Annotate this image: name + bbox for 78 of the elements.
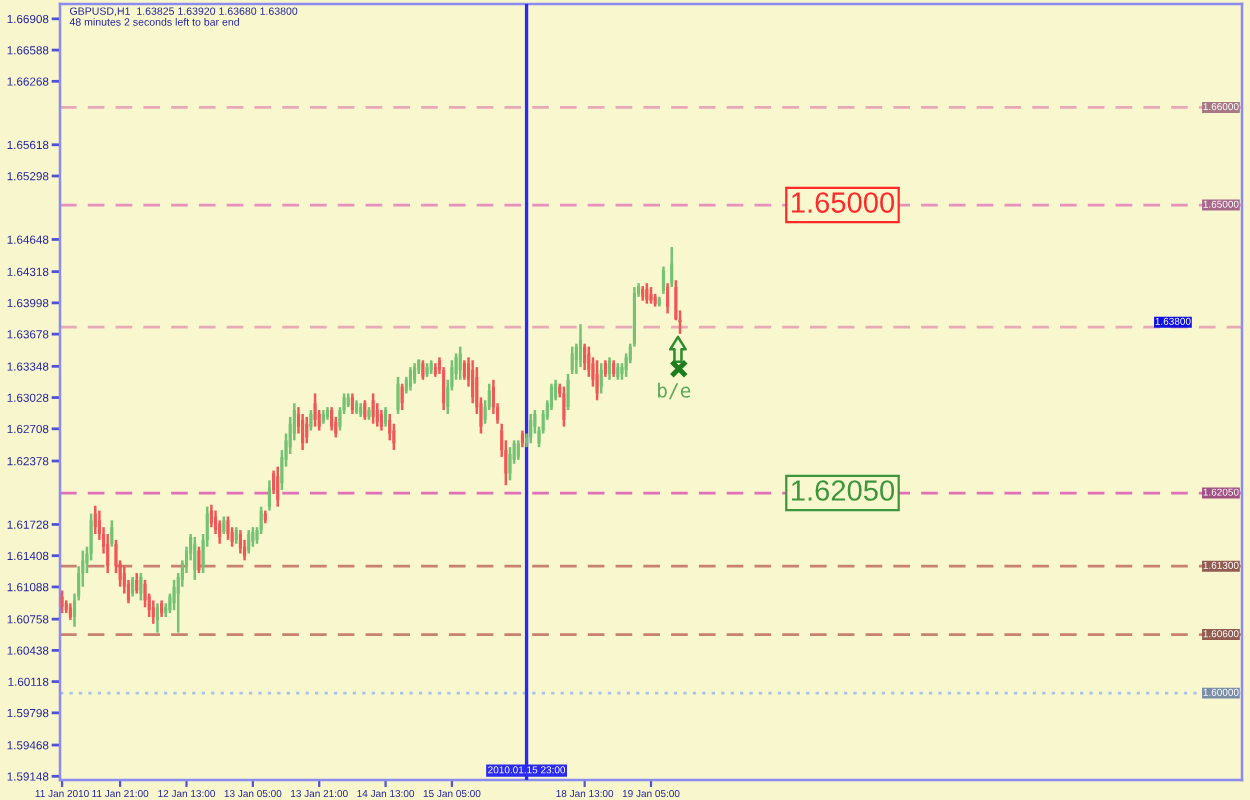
candlestick (396, 375, 400, 416)
candlestick (143, 578, 147, 609)
candlestick (462, 359, 466, 382)
candlestick (421, 359, 425, 382)
candlestick (131, 575, 135, 598)
candlestick (155, 602, 160, 634)
candlestick (529, 412, 533, 445)
candlestick (653, 292, 657, 308)
candlestick (309, 408, 313, 432)
candlestick (607, 356, 612, 382)
candlestick (620, 361, 624, 382)
candlestick (425, 361, 429, 379)
candlestick (458, 345, 462, 382)
candlestick (645, 281, 649, 305)
candlestick (413, 361, 417, 385)
candlestick (238, 528, 242, 555)
candlestick (388, 412, 392, 442)
candlestick (549, 382, 554, 412)
candlestick (267, 479, 271, 512)
candlestick (330, 405, 334, 432)
candlestick (363, 399, 367, 422)
candlestick (599, 361, 603, 395)
candlestick (616, 361, 620, 382)
candlestick (247, 528, 251, 555)
candlestick (209, 503, 213, 529)
candlestick (587, 345, 591, 379)
candlestick (276, 465, 280, 508)
candlestick (371, 392, 375, 425)
candlestick (135, 571, 139, 595)
candlestick (624, 352, 628, 379)
candlestick (661, 265, 665, 296)
annotation: b/e (658, 382, 691, 400)
candlestick (578, 322, 583, 369)
candlestick (350, 392, 354, 416)
annotation: 1.65000 (792, 192, 895, 213)
candlestick (222, 515, 226, 536)
candlestick (251, 525, 255, 548)
candlestick (305, 415, 309, 445)
candlestick (595, 359, 599, 402)
candlestick (562, 385, 566, 428)
candlestick (64, 599, 68, 615)
candlestick (259, 505, 263, 536)
candlestick (151, 599, 155, 626)
candlestick (60, 589, 64, 615)
candlestick (213, 509, 218, 536)
candlestick (400, 382, 404, 412)
candlestick (516, 439, 520, 462)
candlestick (570, 345, 574, 376)
candlestick (139, 571, 143, 602)
annotation: 1.62050 (792, 480, 895, 501)
candlestick (566, 372, 570, 412)
candlestick (106, 532, 110, 575)
candlestick (334, 415, 338, 439)
candlestick (384, 405, 388, 428)
candlestick (122, 564, 126, 595)
candlestick (583, 342, 587, 372)
candlestick (301, 412, 305, 452)
candlestick (649, 285, 653, 305)
candlestick (375, 401, 379, 428)
candlestick (110, 519, 114, 548)
candlestick (197, 545, 201, 575)
candlestick (670, 245, 674, 289)
candlestick (93, 504, 97, 536)
candlestick (379, 408, 383, 432)
candlestick (508, 445, 512, 482)
candlestick (442, 365, 446, 412)
candlestick (491, 378, 495, 416)
candlestick (429, 359, 433, 376)
candlestick (243, 538, 247, 562)
candlestick (666, 281, 670, 315)
candlestick (408, 365, 413, 392)
candlestick (367, 405, 371, 422)
candlestick (218, 519, 222, 546)
candlestick (226, 515, 230, 542)
candlestick (193, 535, 197, 582)
candlestick (554, 378, 558, 402)
candlestick (392, 422, 396, 452)
candlestick (313, 392, 317, 428)
